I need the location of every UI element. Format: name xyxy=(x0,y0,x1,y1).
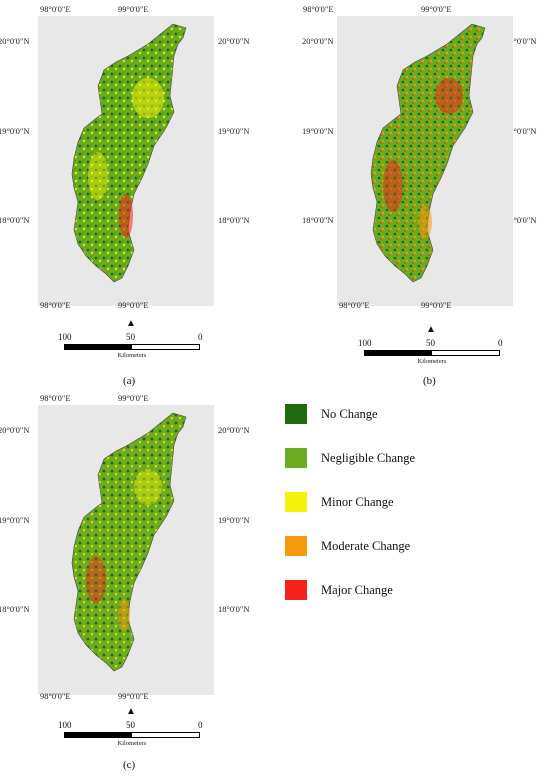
lat-label-19-right: 19°0'0"N xyxy=(218,515,250,525)
lat-label-20-right: 20°0'0"N xyxy=(218,425,250,435)
lat-label-18-left: 18°0'0"N xyxy=(0,215,30,225)
north-arrow-icon: ▲ xyxy=(126,706,136,717)
scale-right-value: 0 xyxy=(198,332,203,342)
lat-label-18-right: 18°0'0"N xyxy=(218,604,250,614)
scale-bar-graphic xyxy=(64,732,200,738)
scale-bar-graphic xyxy=(364,350,500,356)
legend-item: Negligible Change xyxy=(285,444,515,488)
legend-label: Negligible Change xyxy=(321,451,416,465)
legend-item: Major Change xyxy=(285,576,515,620)
scale-bar-graphic xyxy=(64,344,200,350)
legend-label: Minor Change xyxy=(321,495,394,509)
scale-bar-a: 100 50 0 Kilometers xyxy=(58,332,203,366)
lon-label-99-bottom: 99°0'0"E xyxy=(118,300,149,310)
lon-label-98-top: 98°0'0"E xyxy=(40,4,71,14)
legend-label: Moderate Change xyxy=(321,539,411,553)
lon-label-99-top: 99°0'0"E xyxy=(118,393,149,403)
caption-b: (b) xyxy=(423,375,436,387)
lon-label-99-top: 99°0'0"E xyxy=(421,4,452,14)
scale-mid-value: 50 xyxy=(126,720,135,730)
change-map-c xyxy=(38,405,214,695)
lon-label-98-bottom: 98°0'0"E xyxy=(339,300,370,310)
scale-bar-c: 100 50 0 Kilometers xyxy=(58,720,203,754)
legend-swatch xyxy=(285,404,307,424)
lon-label-98-top: 98°0'0"E xyxy=(40,393,71,403)
scale-right-value: 0 xyxy=(198,720,203,730)
legend-swatch xyxy=(285,492,307,512)
caption-c: (c) xyxy=(123,759,136,771)
lat-label-18-left: 18°0'0"N xyxy=(302,215,334,225)
change-map-a xyxy=(38,16,214,306)
scale-mid-value: 50 xyxy=(426,338,435,348)
lon-label-98-bottom: 98°0'0"E xyxy=(40,691,71,701)
caption-a: (a) xyxy=(123,375,136,387)
legend-label: Major Change xyxy=(321,583,393,597)
north-arrow-icon: ▲ xyxy=(126,318,136,329)
lat-label-19-left: 19°0'0"N xyxy=(302,126,334,136)
lon-label-99-top: 99°0'0"E xyxy=(118,4,149,14)
lat-label-20-left: 20°0'0"N xyxy=(302,36,334,46)
lon-label-99-bottom: 99°0'0"E xyxy=(421,300,452,310)
map-panel-c: 98°0'0"E 99°0'0"E 20°0'0"N 19°0'0"N 18°0… xyxy=(0,393,275,777)
legend-item: No Change xyxy=(285,400,515,444)
scale-right-value: 0 xyxy=(498,338,503,348)
scale-unit: Kilometers xyxy=(117,740,147,747)
legend-swatch xyxy=(285,448,307,468)
legend-swatch xyxy=(285,580,307,600)
legend-swatch xyxy=(285,536,307,556)
lat-label-20-right: 20°0'0"N xyxy=(505,36,537,46)
scale-left-value: 100 xyxy=(58,332,72,342)
legend-item: Minor Change xyxy=(285,488,515,532)
lon-label-98-bottom: 98°0'0"E xyxy=(40,300,71,310)
lon-label-98-top: 98°0'0"E xyxy=(303,4,334,14)
map-panel-b: 98°0'0"E 99°0'0"E 20°0'0"N 19°0'0"N 18°0… xyxy=(275,0,550,390)
lat-label-20-left: 20°0'0"N xyxy=(0,36,30,46)
legend: No Change Negligible Change Minor Change… xyxy=(285,400,515,620)
scale-left-value: 100 xyxy=(358,338,372,348)
legend-label: No Change xyxy=(321,407,378,421)
scale-unit: Kilometers xyxy=(117,352,147,359)
lat-label-18-right: 18°0'0"N xyxy=(505,215,537,225)
lat-label-19-left: 19°0'0"N xyxy=(0,126,30,136)
lat-label-18-left: 18°0'0"N xyxy=(0,604,30,614)
north-arrow-icon: ▲ xyxy=(426,324,436,335)
lat-label-20-right: 20°0'0"N xyxy=(218,36,250,46)
scale-unit: Kilometers xyxy=(417,358,447,365)
scale-bar-b: 100 50 0 Kilometers xyxy=(358,338,503,372)
lat-label-20-left: 20°0'0"N xyxy=(0,425,30,435)
map-panel-a: 98°0'0"E 99°0'0"E 20°0'0"N 19°0'0"N 18°0… xyxy=(0,0,275,390)
scale-mid-value: 50 xyxy=(126,332,135,342)
lon-label-99-bottom: 99°0'0"E xyxy=(118,691,149,701)
lat-label-19-right: 19°0'0"N xyxy=(505,126,537,136)
lat-label-19-left: 19°0'0"N xyxy=(0,515,30,525)
lat-label-19-right: 19°0'0"N xyxy=(218,126,250,136)
lat-label-18-right: 18°0'0"N xyxy=(218,215,250,225)
change-map-b xyxy=(337,16,513,306)
legend-item: Moderate Change xyxy=(285,532,515,576)
scale-left-value: 100 xyxy=(58,720,72,730)
